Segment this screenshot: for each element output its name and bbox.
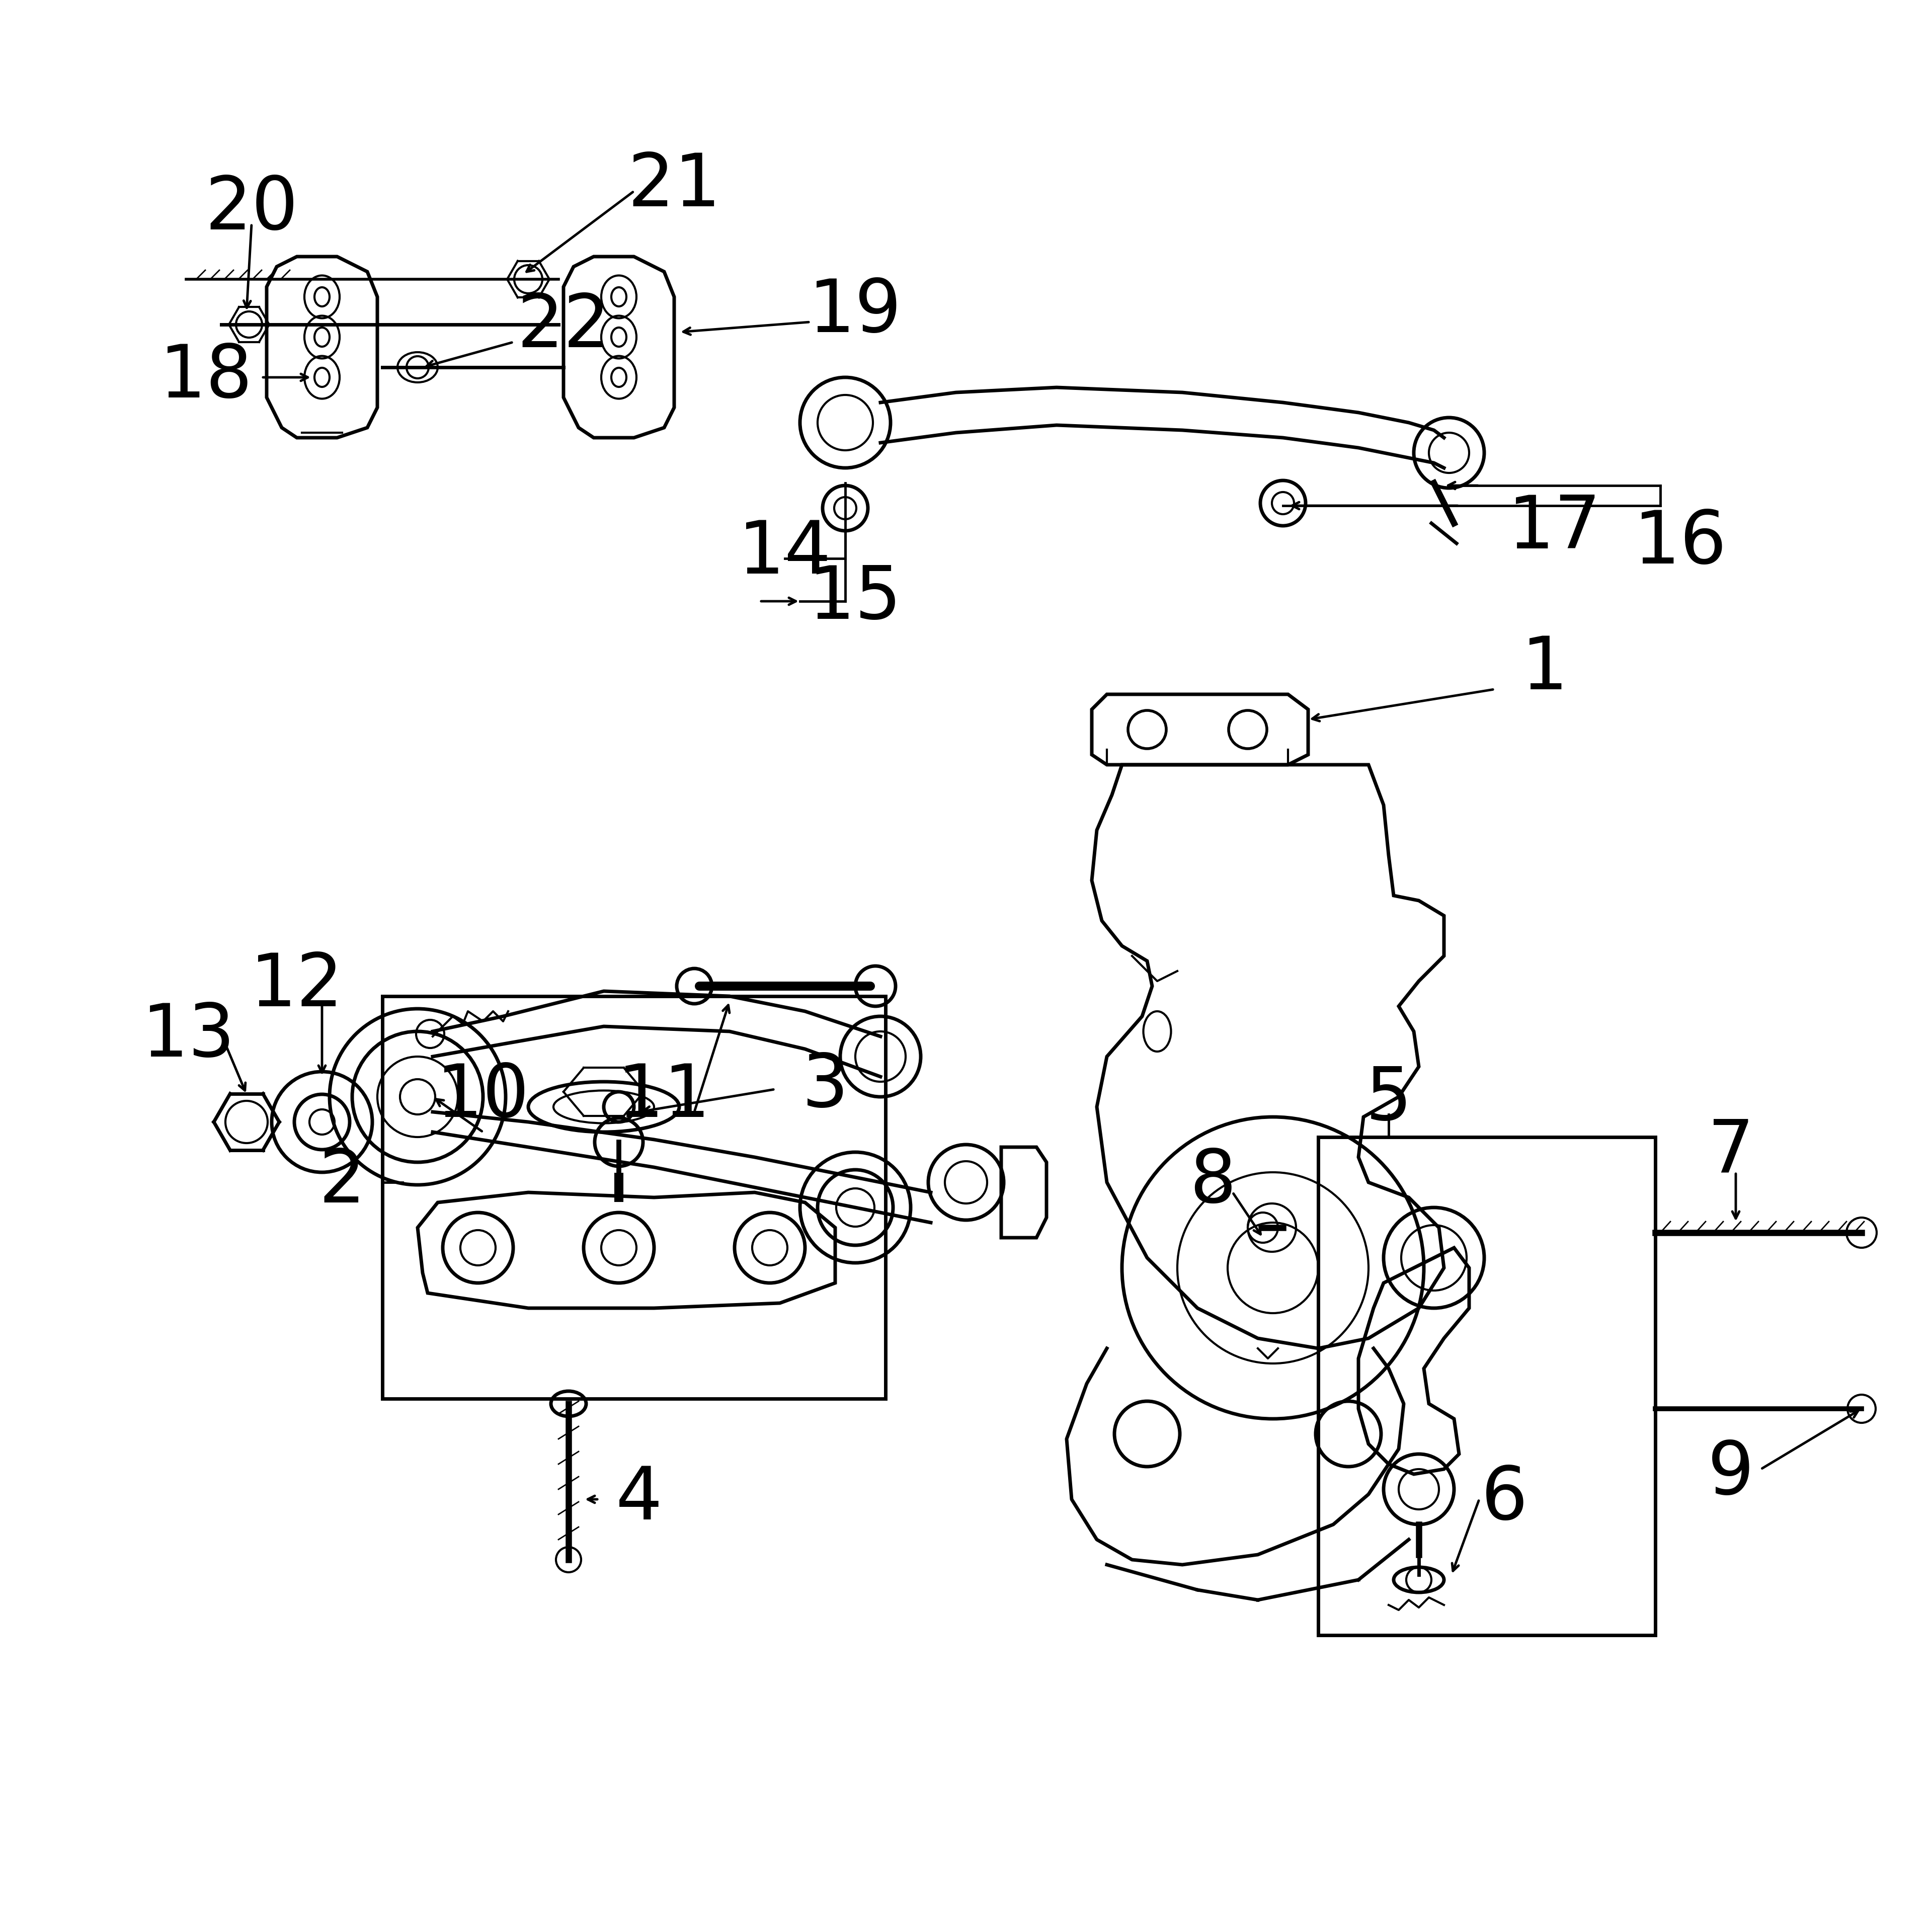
Text: 13: 13 bbox=[141, 1001, 236, 1072]
Text: 1: 1 bbox=[1520, 634, 1569, 705]
Bar bbox=[383, 997, 885, 1399]
Text: 3: 3 bbox=[802, 1051, 848, 1122]
Text: 10: 10 bbox=[437, 1061, 529, 1132]
Text: 7: 7 bbox=[1708, 1117, 1754, 1188]
Text: 4: 4 bbox=[616, 1464, 663, 1534]
Text: 5: 5 bbox=[1366, 1065, 1412, 1134]
Text: 12: 12 bbox=[249, 951, 344, 1022]
Text: 6: 6 bbox=[1482, 1464, 1528, 1534]
Text: 19: 19 bbox=[810, 276, 902, 348]
Text: 16: 16 bbox=[1634, 508, 1727, 580]
Bar bbox=[1318, 1138, 1656, 1634]
Text: 8: 8 bbox=[1190, 1148, 1236, 1217]
Text: 14: 14 bbox=[738, 518, 831, 589]
Text: 17: 17 bbox=[1509, 493, 1602, 564]
Text: 22: 22 bbox=[518, 292, 611, 363]
Text: 2: 2 bbox=[319, 1148, 365, 1217]
Text: 21: 21 bbox=[628, 151, 721, 222]
Text: 11: 11 bbox=[618, 1061, 711, 1132]
Text: 15: 15 bbox=[810, 564, 902, 634]
Text: 9: 9 bbox=[1708, 1439, 1754, 1509]
Text: 18: 18 bbox=[160, 342, 253, 413]
Text: 20: 20 bbox=[205, 174, 298, 243]
